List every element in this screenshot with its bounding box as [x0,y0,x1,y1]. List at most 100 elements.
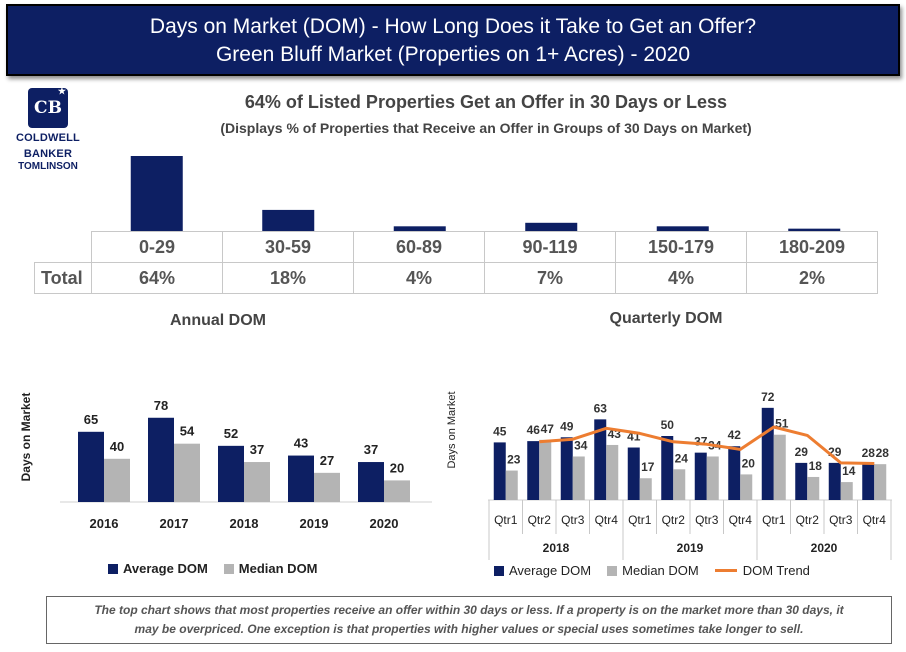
percent-cell: 4% [353,262,485,294]
legend-item-average: Average DOM [108,561,208,576]
quarterly-average-data-label: 50 [661,418,675,432]
legend-item-trend: DOM Trend [714,563,810,578]
quarterly-median-data-label: 20 [742,456,756,470]
quarterly-y-axis-label: Days on Market [446,391,458,469]
quarterly-median-bar [606,444,619,500]
percent-cell: 18% [222,262,354,294]
legend-item-median: Median DOM [607,563,699,578]
annual-average-data-label: 43 [294,436,308,451]
category-cell: 30-59 [222,231,354,263]
annual-average-data-label: 37 [364,442,378,457]
quarterly-average-data-label: 29 [795,445,809,459]
quarterly-x-tick-label: Qtr3 [695,513,719,527]
legend-swatch-median [607,565,618,576]
distribution-total-row: Total 64% 18% 4% 7% 4% 2% [34,262,878,294]
annual-median-bar [104,458,130,502]
distribution-bar-chart [130,156,841,231]
distribution-bar [130,156,183,231]
legend-label-trend: DOM Trend [742,563,810,578]
legend-swatch-average [108,563,118,574]
quarterly-average-bar [560,437,573,500]
annual-x-tick-label: 2019 [300,516,329,531]
legend-item-median: Median DOM [223,561,318,576]
quarterly-median-bar [673,469,686,500]
quarterly-average-bar [728,446,741,500]
annual-x-tick-label: 2016 [90,516,119,531]
quarterly-median-bar [840,482,853,500]
quarterly-average-bar [527,441,540,500]
annual-x-tick-label: 2020 [370,516,399,531]
legend-swatch-average [494,565,504,576]
annual-median-data-label: 54 [180,424,195,439]
quarterly-average-data-label: 28 [862,446,876,460]
quarterly-average-data-label: 45 [493,424,507,438]
row-header-total: Total [34,262,92,294]
category-cell: 90-119 [484,231,616,263]
annual-median-data-label: 37 [250,442,264,457]
quarterly-median-data-label: 14 [842,464,856,478]
quarterly-median-data-label: 23 [507,453,521,467]
legend-label-median: Median DOM [238,561,318,576]
annual-median-bar [314,472,340,502]
quarterly-x-tick-label: Qtr1 [494,513,518,527]
quarterly-average-data-label: 49 [560,419,574,433]
legend-label-average: Average DOM [509,563,592,578]
logo-line3: TOMLINSON [18,161,78,172]
legend-swatch-trend [714,569,737,572]
quarterly-average-data-label: 63 [594,401,608,415]
percent-cell: 4% [615,262,747,294]
quarterly-median-data-label: 17 [641,460,655,474]
quarterly-year-label: 2020 [811,541,838,555]
distribution-category-row: 0-29 30-59 60-89 90-119 150-179 180-209 [34,231,878,263]
annual-legend: Average DOM Median DOM [108,561,334,576]
annual-average-data-label: 52 [224,426,238,441]
quarterly-median-bar [740,474,753,500]
quarterly-x-tick-label: Qtr4 [863,513,887,527]
logo-line1: COLDWELL [16,132,80,144]
banner-title-line1: Days on Market (DOM) - How Long Does it … [149,15,757,38]
distribution-bar [393,226,446,231]
logo-line2: BANKER [23,148,73,160]
quarterly-median-bar [539,439,552,500]
annual-median-data-label: 40 [110,439,124,454]
quarterly-average-bar [661,436,674,500]
annual-x-tick-label: 2018 [230,516,259,531]
quarterly-average-data-label: 72 [761,390,775,404]
annual-median-bar [384,480,410,502]
annual-median-bar [244,462,270,502]
legend-label-average: Average DOM [123,561,208,576]
quarterly-median-bar [773,434,786,500]
distribution-bar [262,209,315,231]
annual-median-data-label: 20 [390,460,404,475]
legend-label-median: Median DOM [622,563,699,578]
quarterly-x-tick-label: Qtr2 [528,513,552,527]
annual-average-bar [288,455,314,502]
category-cell: 0-29 [91,231,223,263]
quarterly-average-bar [761,407,774,500]
banner-title-line2: Green Bluff Market (Properties on 1+ Acr… [215,43,691,66]
category-cell: 150-179 [615,231,747,263]
quarterly-median-bar [706,456,719,500]
category-cell: 180-209 [746,231,878,263]
quarterly-average-bar [828,462,841,500]
quarterly-median-data-label: 47 [541,422,555,436]
annual-average-data-label: 78 [154,398,168,413]
quarterly-median-bar [874,464,887,500]
percent-cell: 7% [484,262,616,294]
quarterly-year-label: 2018 [543,541,570,555]
annual-y-axis-label: Days on Market [19,392,33,482]
annual-average-bar [218,445,244,502]
quarterly-median-bar [639,478,652,500]
quarterly-chart-title: Quarterly DOM [609,310,723,327]
quarterly-average-data-label: 46 [527,423,541,437]
quarterly-year-label: 2019 [677,541,704,555]
annual-average-data-label: 65 [84,412,98,427]
percent-cell: 64% [91,262,223,294]
quarterly-median-data-label: 24 [675,451,689,465]
quarterly-average-bar [493,442,506,500]
quarterly-median-data-label: 18 [809,459,823,473]
quarterly-average-bar [627,447,640,500]
logo-mark-text: CB [34,98,62,118]
quarterly-median-data-label: 28 [876,446,890,460]
